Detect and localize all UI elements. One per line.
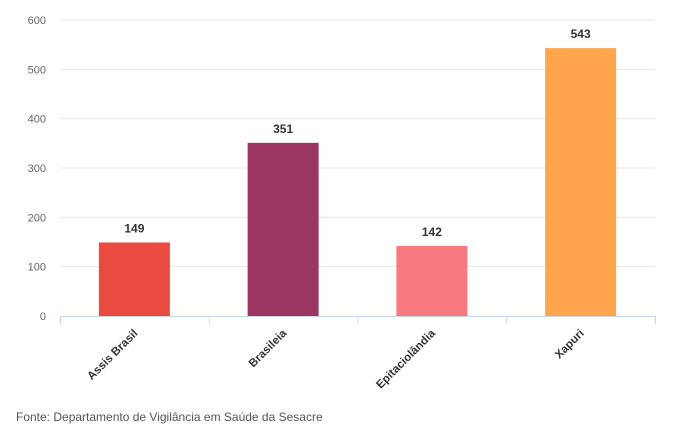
- data-labels: 149 351 142 543: [124, 27, 591, 239]
- bar[interactable]: [98, 242, 170, 316]
- y-tick-label: 400: [28, 114, 46, 126]
- bar[interactable]: [247, 142, 319, 316]
- source-note: Fonte: Departamento de Vigilância em Saú…: [16, 410, 323, 424]
- category-label: Xapuri: [553, 328, 587, 362]
- x-axis: [60, 316, 656, 324]
- category-labels: Assis Brasil Brasileia Epitaciolândia Xapur…: [85, 327, 586, 391]
- data-label: 142: [422, 225, 442, 239]
- y-tick-label: 500: [28, 64, 46, 76]
- data-label: 351: [273, 122, 293, 136]
- category-label: Brasileia: [247, 327, 290, 370]
- y-tick-label: 600: [28, 15, 46, 27]
- y-tick-label: 300: [28, 163, 46, 175]
- data-label: 149: [124, 221, 144, 235]
- category-label: Epitaciolândia: [374, 327, 438, 391]
- y-axis-ticks: 0 100 200 300 400 500 600: [28, 15, 46, 323]
- bar[interactable]: [396, 245, 468, 316]
- bar[interactable]: [545, 48, 617, 317]
- bar-chart: 0 100 200 300 400 500 600 149 351 142 543 Assis B…: [28, 15, 656, 391]
- bars: [98, 48, 617, 317]
- data-label: 543: [571, 27, 591, 41]
- category-label: Assis Brasil: [85, 328, 140, 383]
- y-tick-label: 100: [28, 262, 46, 274]
- y-tick-label: 0: [40, 311, 46, 323]
- y-tick-label: 200: [28, 212, 46, 224]
